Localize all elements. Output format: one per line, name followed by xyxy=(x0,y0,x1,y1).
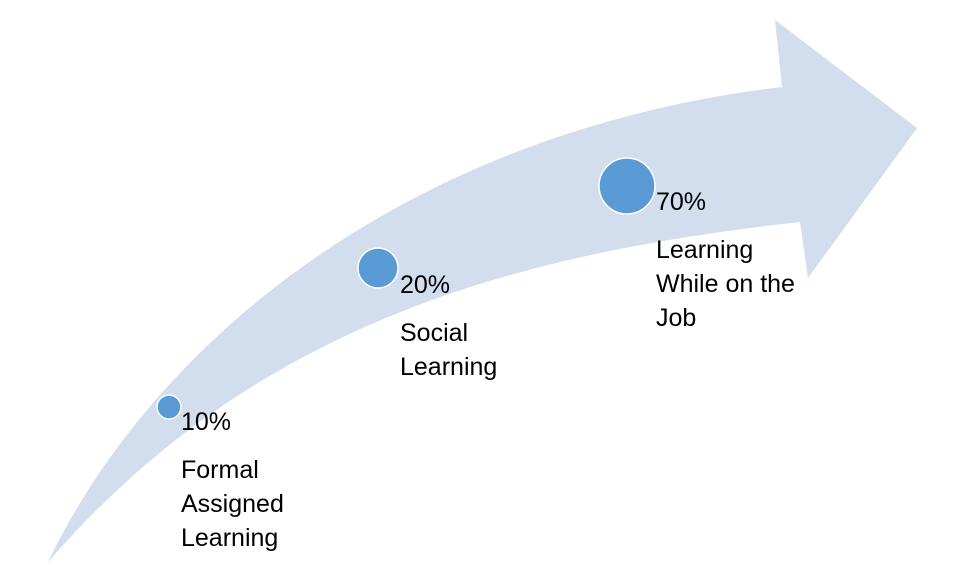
stage-label-social: 20% Social Learning xyxy=(400,268,497,384)
stage-title: Social Learning xyxy=(400,319,498,381)
marker-on-the-job-learning xyxy=(598,157,656,215)
stage-percent: 70% xyxy=(656,188,707,216)
marker-formal-learning xyxy=(156,394,182,420)
marker-social-learning xyxy=(357,247,399,289)
stage-percent: 10% xyxy=(181,408,232,436)
stage-percent: 20% xyxy=(400,271,451,299)
stage-title: Learning While on the Job xyxy=(656,236,795,332)
stage-label-formal: 10% Formal Assigned Learning xyxy=(181,405,284,555)
stage-label-on-the-job: 70% Learning While on the Job xyxy=(656,185,795,335)
curved-arrow-shape xyxy=(48,20,917,562)
stage-title: Formal Assigned Learning xyxy=(181,456,284,552)
